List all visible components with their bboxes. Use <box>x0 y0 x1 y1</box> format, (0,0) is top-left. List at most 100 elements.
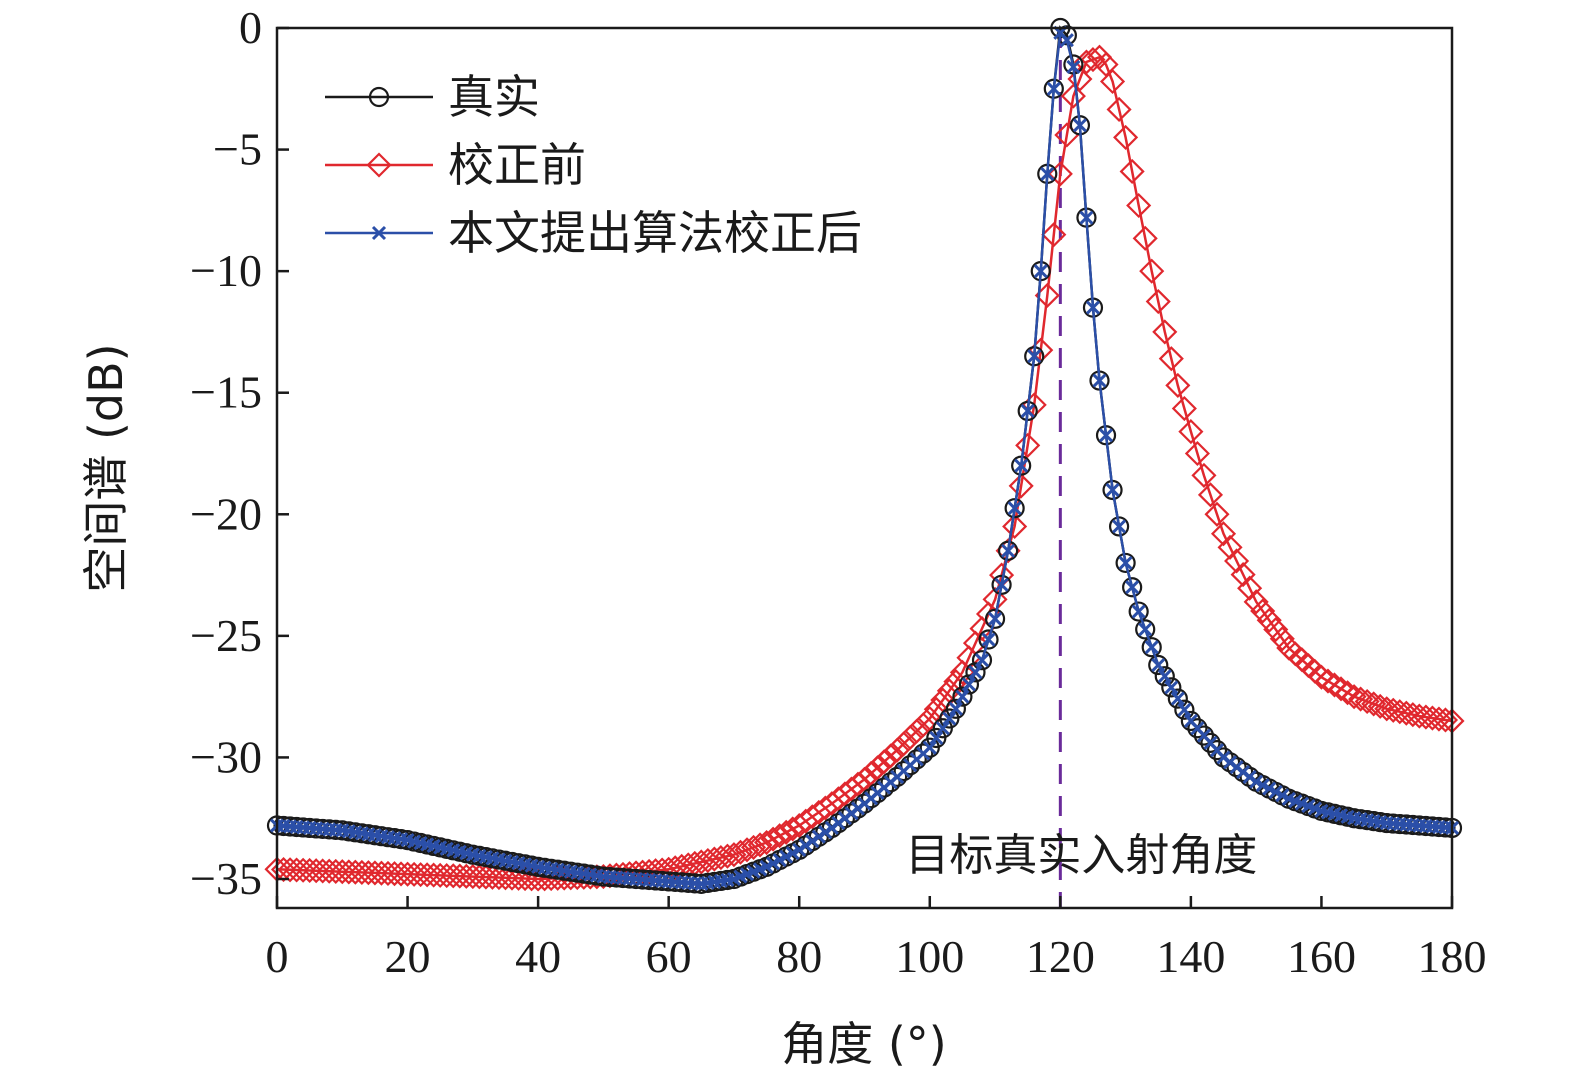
marker-circle <box>1226 757 1247 778</box>
marker-diamond <box>1106 96 1132 123</box>
x-tick-label: 160 <box>1287 931 1356 982</box>
marker-diamond <box>662 855 688 881</box>
marker-circle <box>971 650 993 671</box>
marker-diamond <box>740 834 767 860</box>
marker-diamond <box>1080 47 1106 73</box>
marker-circle <box>1141 637 1162 658</box>
marker-cross <box>1164 680 1179 695</box>
marker-cross <box>1085 300 1101 315</box>
legend-marker <box>366 152 392 178</box>
marker-circle <box>1122 577 1143 598</box>
marker-diamond <box>636 858 662 885</box>
marker-diamond <box>878 743 904 769</box>
marker-diamond <box>688 849 714 875</box>
marker-cross <box>818 825 833 840</box>
marker-diamond <box>629 859 656 885</box>
marker-circle <box>1187 718 1208 739</box>
marker-circle <box>860 788 882 809</box>
marker-diamond <box>1171 395 1197 422</box>
marker-diamond <box>1158 346 1184 372</box>
marker-circle <box>1115 552 1136 574</box>
marker-cross <box>1170 691 1185 706</box>
legend-label: 真实 <box>448 70 540 124</box>
marker-cross <box>1118 555 1133 570</box>
marker-diamond <box>1008 473 1034 499</box>
marker-circle <box>1200 732 1221 753</box>
marker-cross <box>1001 543 1016 558</box>
marker-cross <box>1014 458 1029 473</box>
marker-diamond <box>845 771 871 797</box>
legend-marker <box>368 86 390 108</box>
marker-diamond <box>1361 691 1387 717</box>
marker-cross <box>961 677 977 692</box>
marker-diamond <box>1041 222 1067 248</box>
marker-cross <box>935 721 950 736</box>
x-tick-label: 20 <box>385 931 431 982</box>
marker-diamond <box>864 755 891 781</box>
marker-diamond <box>734 837 760 863</box>
marker-diamond <box>1165 372 1191 398</box>
marker-circle <box>828 812 849 834</box>
marker-diamond <box>1237 575 1263 601</box>
marker-cross <box>994 577 1009 592</box>
marker-diamond <box>1243 589 1269 615</box>
marker-diamond <box>1060 83 1086 109</box>
marker-circle <box>984 608 1006 629</box>
marker-diamond <box>1015 432 1041 458</box>
marker-diamond <box>1230 562 1256 588</box>
y-tick-label: −5 <box>213 124 262 175</box>
marker-circle <box>1219 752 1241 773</box>
marker-cross <box>792 842 807 857</box>
marker-cross <box>1059 33 1074 48</box>
marker-diamond <box>1067 66 1093 92</box>
marker-cross <box>942 711 957 726</box>
y-tick-label: 0 <box>239 2 262 53</box>
marker-diamond <box>1099 68 1126 95</box>
marker-cross <box>968 665 983 680</box>
marker-cross <box>1138 622 1153 637</box>
marker-circle <box>945 698 966 719</box>
series-0 <box>266 17 1463 894</box>
marker-circle <box>958 674 980 695</box>
marker-circle <box>913 743 934 764</box>
marker-diamond <box>923 696 949 722</box>
y-tick-label: −35 <box>190 853 262 904</box>
marker-cross <box>1007 501 1022 516</box>
legend-label: 本文提出算法校正后 <box>448 206 862 260</box>
marker-cross <box>1066 59 1081 74</box>
y-tick-label: −20 <box>190 488 262 539</box>
marker-diamond <box>891 731 917 757</box>
y-tick-label: −30 <box>190 731 262 782</box>
marker-diamond <box>714 843 740 869</box>
marker-cross <box>1112 519 1127 534</box>
marker-diamond <box>1269 626 1295 652</box>
marker-cross <box>955 689 970 704</box>
x-tick-label: 180 <box>1418 931 1487 982</box>
marker-circle <box>998 540 1019 561</box>
marker-circle <box>906 749 927 770</box>
marker-diamond <box>1250 598 1276 624</box>
marker-diamond <box>1178 419 1204 445</box>
marker-diamond <box>1308 664 1335 690</box>
marker-diamond <box>1256 607 1282 633</box>
marker-diamond <box>767 823 793 849</box>
marker-diamond <box>917 705 943 732</box>
marker-diamond <box>1334 680 1361 706</box>
marker-circle <box>880 772 901 793</box>
marker-cross <box>1079 210 1094 225</box>
marker-diamond <box>760 826 786 852</box>
x-tick-label: 60 <box>646 931 692 982</box>
marker-diamond <box>1152 319 1178 345</box>
marker-circle <box>1233 761 1254 783</box>
marker-diamond <box>1321 672 1348 698</box>
marker-cross <box>1092 373 1107 388</box>
marker-circle <box>841 803 862 824</box>
marker-cross <box>1098 428 1114 443</box>
chart-marks: 目标真实入射角度 <box>264 17 1465 908</box>
marker-cross <box>974 653 990 668</box>
true-angle-annotation: 目标真实入射角度 <box>905 830 1257 881</box>
marker-diamond <box>910 712 936 738</box>
marker-circle <box>900 755 921 776</box>
marker-cross <box>1144 640 1159 655</box>
